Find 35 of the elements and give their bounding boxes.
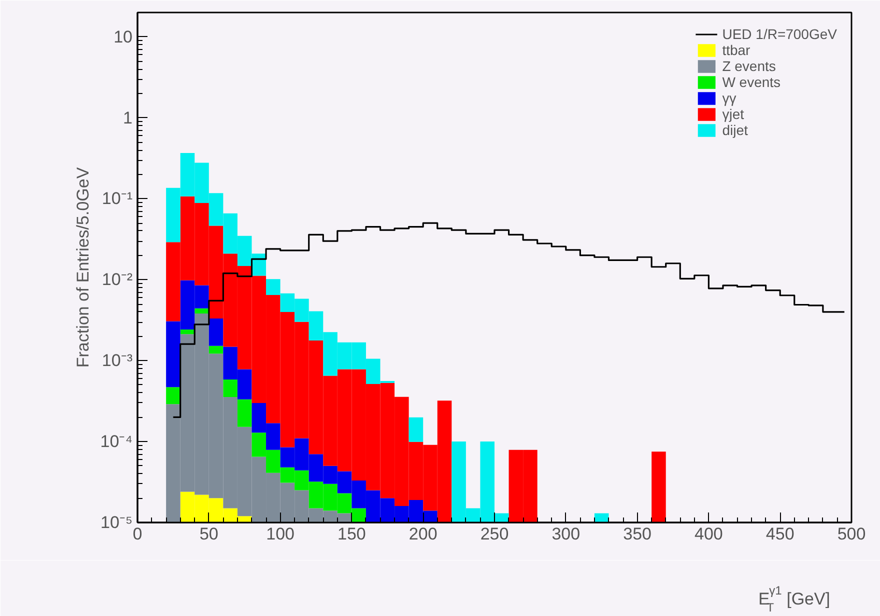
legend-label: dijet	[722, 122, 748, 138]
bar	[194, 308, 209, 314]
x-tick-label: 200	[408, 524, 438, 544]
y-tick-label: 10	[114, 27, 133, 46]
legend-label: UED 1/R=700GeV	[722, 26, 837, 42]
x-tick-label: 300	[552, 524, 580, 544]
bar	[652, 452, 666, 522]
legend-label: γjet	[722, 106, 744, 122]
x-tick-label: 0	[132, 524, 142, 544]
bar	[237, 399, 252, 427]
bar	[208, 318, 224, 346]
x-tick-label: 450	[766, 524, 794, 544]
y-tick-label: 10⁻¹	[102, 189, 133, 208]
legend-label: γγ	[722, 90, 738, 106]
legend-label: Z events	[722, 58, 776, 74]
bar	[223, 379, 238, 398]
x-tick-label: 250	[480, 524, 509, 544]
bar	[408, 417, 424, 442]
y-axis-title: Fraction of Entries/5.0GeV	[73, 166, 92, 368]
bar	[180, 330, 195, 334]
y-tick-label: 1	[123, 108, 133, 128]
x-tick-label: 500	[837, 524, 866, 544]
y-tick-label: 10⁻²	[102, 270, 133, 290]
bar	[166, 387, 180, 404]
x-tick-label: 400	[694, 524, 723, 544]
legend-label: W events	[722, 74, 781, 90]
legend-label: ttbar	[722, 42, 750, 58]
x-tick-label: 100	[266, 524, 294, 544]
y-tick-label: 10⁻⁵	[100, 513, 133, 532]
y-tick-label: 10⁻⁴	[100, 432, 133, 452]
x-tick-label: 50	[199, 524, 218, 544]
x-tick-label: 350	[623, 524, 652, 544]
y-tick-label: 10⁻³	[102, 351, 133, 370]
x-tick-label: 150	[338, 524, 366, 544]
bar	[208, 346, 224, 354]
